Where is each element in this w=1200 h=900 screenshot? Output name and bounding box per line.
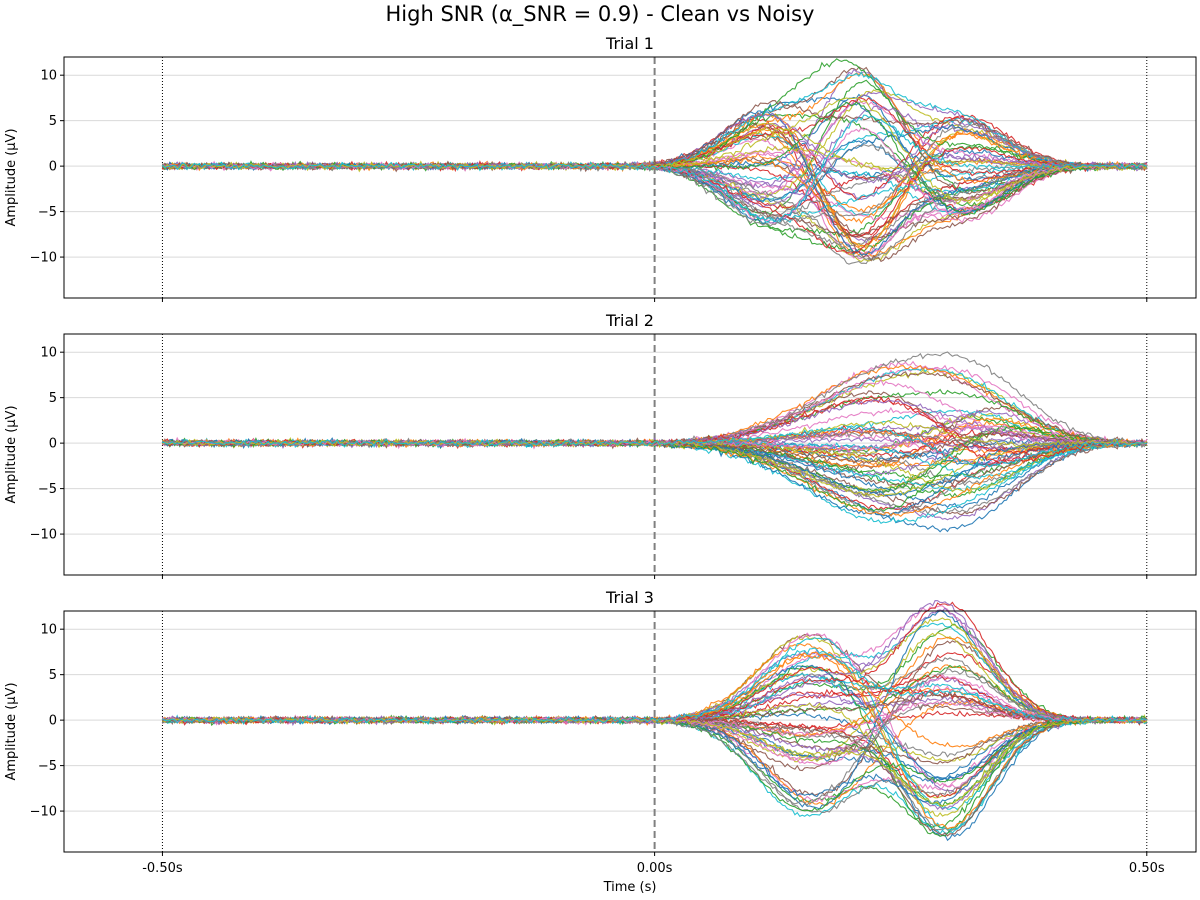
y-tick-label: −5 — [38, 759, 57, 774]
panel-trial-2: 10 5 0 −5 −10 Trial 2 Amplitude (μV) — [4, 311, 1197, 579]
y-tick-label: −10 — [30, 528, 57, 543]
channel-traces — [161, 58, 1148, 265]
axes-frame — [63, 333, 1197, 576]
x-axis-label: Time (s) — [603, 880, 657, 895]
y-tick-label: 5 — [49, 391, 57, 406]
y-tick-label: −5 — [38, 482, 57, 497]
panel-trial-1: 10 5 0 −5 −10 Trial 1 Amplitude (μV) — [4, 34, 1197, 302]
panel-trial-3: 10 5 0 −5 −10 -0.50s 0.00s 0.50s Trial 3 Amplitud… — [4, 588, 1197, 895]
channel-trace — [162, 716, 1148, 807]
y-tick-label: 10 — [40, 69, 57, 84]
channel-trace — [162, 716, 1147, 812]
y-tick-label: 0 — [49, 160, 57, 175]
y-axis-label: Amplitude (μV) — [4, 405, 19, 503]
channel-traces — [161, 351, 1148, 533]
channel-trace — [162, 97, 1148, 204]
channel-trace — [161, 631, 1148, 763]
channel-trace — [162, 66, 1148, 195]
figure-title: High SNR (α_SNR = 0.9) - Clean vs Noisy — [385, 2, 815, 26]
x-tick-label: 0.50s — [1129, 861, 1165, 876]
y-axis-label: Amplitude (μV) — [4, 682, 19, 780]
panel-title: Trial 3 — [605, 588, 654, 607]
x-tick-label: 0.00s — [637, 861, 673, 876]
panel-title: Trial 1 — [605, 34, 654, 53]
y-axis-label: Amplitude (μV) — [4, 128, 19, 226]
y-tick-label: 0 — [49, 437, 57, 452]
y-tick-label: 10 — [40, 346, 57, 361]
channel-trace — [162, 114, 1147, 223]
y-tick-label: −5 — [38, 205, 57, 220]
y-tick-label: 0 — [49, 714, 57, 729]
y-tick-label: −10 — [30, 805, 57, 820]
axes-frame — [63, 56, 1197, 299]
channel-trace — [162, 647, 1147, 726]
y-tick-label: 5 — [49, 114, 57, 129]
channel-trace — [162, 425, 1147, 468]
panel-title: Trial 2 — [605, 311, 654, 330]
axes-frame — [63, 610, 1197, 853]
channel-traces — [161, 600, 1148, 842]
channel-trace — [162, 351, 1148, 448]
y-tick-label: −10 — [30, 251, 57, 266]
y-tick-label: 5 — [49, 668, 57, 683]
y-tick-label: 10 — [40, 623, 57, 638]
x-tick-label: -0.50s — [142, 861, 183, 876]
